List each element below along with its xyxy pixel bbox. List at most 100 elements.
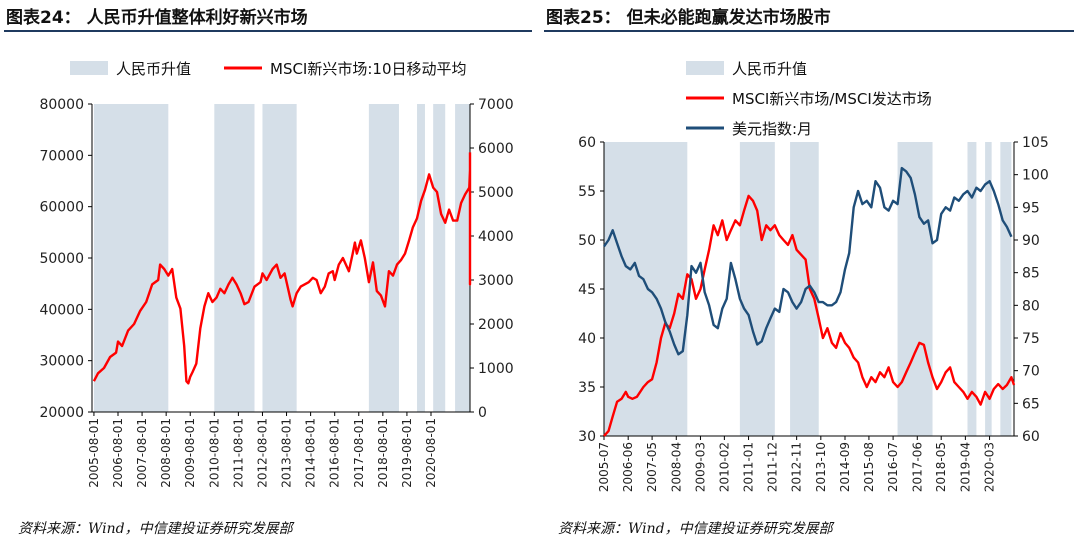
source-note: 资料来源：Wind，中信建投证券研究发展部 bbox=[558, 521, 833, 537]
series-line bbox=[603, 166, 1013, 356]
y-right-tick-label: 60 bbox=[1022, 429, 1040, 445]
legend-label: 人民币升值 bbox=[732, 60, 807, 78]
x-tick-label: 2020-03 bbox=[983, 442, 997, 492]
shading-band bbox=[897, 142, 933, 436]
y-left-tick-label: 80000 bbox=[39, 97, 84, 113]
shading-bands bbox=[93, 104, 470, 412]
shading-band bbox=[739, 142, 775, 436]
title-rule bbox=[544, 30, 1074, 32]
title-rule bbox=[4, 30, 532, 32]
y-right-tick-label: 70 bbox=[1022, 364, 1040, 380]
shading-band bbox=[967, 142, 977, 436]
series-line bbox=[603, 194, 1016, 437]
y-right-tick-label: 85 bbox=[1022, 266, 1040, 282]
x-tick-label: 2007-08-01 bbox=[135, 418, 149, 488]
x-tick-label: 2020-08-01 bbox=[424, 418, 438, 488]
y-right-tick-label: 80 bbox=[1022, 298, 1040, 314]
shading-band bbox=[93, 104, 169, 412]
x-tick-label: 2015-08 bbox=[862, 442, 876, 492]
x-tick-label: 2014-09 bbox=[838, 442, 852, 492]
x-tick-label: 2012-11 bbox=[790, 442, 804, 492]
y-left-tick-label: 60 bbox=[578, 135, 596, 151]
x-tick-label: 2007-05 bbox=[645, 442, 659, 492]
y-right-tick-label: 100 bbox=[1022, 168, 1049, 184]
y-left-tick-label: 60000 bbox=[39, 200, 84, 216]
y-left-tick-label: 20000 bbox=[39, 405, 84, 421]
x-tick-label: 2009-03 bbox=[693, 442, 707, 492]
y-right-tick-label: 2000 bbox=[478, 317, 514, 333]
y-left-tick-label: 40 bbox=[578, 331, 596, 347]
y-right-tick-label: 4000 bbox=[478, 229, 514, 245]
x-tick-label: 2008-08-01 bbox=[159, 418, 173, 488]
x-tick-label: 2018-08-01 bbox=[376, 418, 390, 488]
x-tick-label: 2005-08-01 bbox=[87, 418, 101, 488]
x-tick-label: 2014-08-01 bbox=[304, 418, 318, 488]
y-left-tick-label: 70000 bbox=[39, 148, 84, 164]
x-tick-label: 2006-08-01 bbox=[111, 418, 125, 488]
legend: 人民币升值 MSCI新兴市场:10日移动平均 bbox=[70, 60, 467, 78]
shading-band bbox=[417, 104, 425, 412]
y-left-tick-label: 30000 bbox=[39, 354, 84, 370]
x-tick-label: 2012-08-01 bbox=[255, 418, 269, 488]
y-left-tick-label: 40000 bbox=[39, 302, 84, 318]
legend-label: MSCI新兴市场:10日移动平均 bbox=[270, 60, 467, 78]
source-note: 资料来源：Wind，中信建投证券研究发展部 bbox=[18, 521, 293, 537]
y-right-tick-label: 1000 bbox=[478, 361, 514, 377]
x-tick-label: 2017-06 bbox=[910, 442, 924, 492]
x-tick-label: 2013-10 bbox=[814, 442, 828, 492]
y-right-tick-label: 65 bbox=[1022, 396, 1040, 412]
chart-24: 20000 30000 40000 50000 60000 70000 80000 0 1000… bbox=[39, 60, 514, 488]
y-left-tick-label: 50 bbox=[578, 233, 596, 249]
y-right-tick-label: 0 bbox=[478, 405, 487, 421]
y-right-tick-label: 90 bbox=[1022, 233, 1040, 249]
shading-band bbox=[1000, 142, 1012, 436]
y-left-tick-label: 35 bbox=[578, 380, 596, 396]
legend-swatch bbox=[686, 61, 724, 75]
figure-25: 图表25： 但未必能跑赢发达市场股市 30 35 40 45 50 55 60 60 65 70 7… bbox=[540, 0, 1080, 546]
chart-25: 30 35 40 45 50 55 60 60 65 70 75 80 85 90 95 100 105 2005… bbox=[578, 60, 1049, 492]
y-right-tick-label: 105 bbox=[1022, 135, 1049, 151]
x-tick-label: 2009-08-01 bbox=[183, 418, 197, 488]
figure-title: 图表24： 人民币升值整体利好新兴市场 bbox=[6, 8, 308, 28]
y-right-tick-label: 6000 bbox=[478, 141, 514, 157]
shading-band bbox=[604, 142, 688, 436]
x-tick-label: 2011-12 bbox=[766, 442, 780, 492]
y-left-tick-label: 30 bbox=[578, 429, 596, 445]
x-tick-label: 2019-04 bbox=[958, 442, 972, 492]
y-right-tick-label: 7000 bbox=[478, 97, 514, 113]
shading-band bbox=[455, 104, 470, 412]
x-tick-label: 2013-08-01 bbox=[280, 418, 294, 488]
legend-label: 人民币升值 bbox=[116, 60, 191, 78]
x-tick-label: 2010-08-01 bbox=[207, 418, 221, 488]
legend-label: MSCI新兴市场/MSCI发达市场 bbox=[732, 90, 932, 108]
y-left-tick-label: 45 bbox=[578, 282, 596, 298]
figure-title: 图表25： 但未必能跑赢发达市场股市 bbox=[546, 8, 831, 28]
y-left-tick-label: 50000 bbox=[39, 251, 84, 267]
x-tick-label: 2016-08-01 bbox=[328, 418, 342, 488]
shading-band bbox=[262, 104, 297, 412]
x-tick-label: 2008-04 bbox=[669, 442, 683, 492]
x-tick-label: 2005-07 bbox=[597, 442, 611, 492]
y-left-tick-label: 55 bbox=[578, 184, 596, 200]
x-tick-label: 2011-01 bbox=[742, 442, 756, 492]
figure-24: 图表24： 人民币升值整体利好新兴市场 20000 30000 40000 50000… bbox=[0, 0, 538, 546]
y-right-tick-label: 3000 bbox=[478, 273, 514, 289]
shading-bands bbox=[604, 142, 1012, 436]
x-tick-label: 2016-07 bbox=[886, 442, 900, 492]
series-line bbox=[92, 152, 472, 385]
x-tick-label: 2006-06 bbox=[621, 442, 635, 492]
shading-band bbox=[433, 104, 446, 412]
x-tick-label: 2017-08-01 bbox=[352, 418, 366, 488]
legend-label: 美元指数:月 bbox=[732, 120, 812, 138]
shading-band bbox=[985, 142, 992, 436]
y-right-tick-label: 75 bbox=[1022, 331, 1040, 347]
x-tick-label: 2019-08-01 bbox=[400, 418, 414, 488]
x-tick-label: 2010-02 bbox=[717, 442, 731, 492]
x-tick-label: 2018-05 bbox=[934, 442, 948, 492]
shading-band bbox=[368, 104, 399, 412]
y-right-tick-label: 5000 bbox=[478, 185, 514, 201]
legend-swatch bbox=[70, 61, 108, 75]
x-tick-label: 2011-08-01 bbox=[231, 418, 245, 488]
y-right-tick-label: 95 bbox=[1022, 200, 1040, 216]
